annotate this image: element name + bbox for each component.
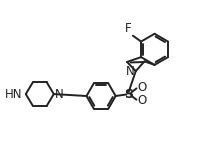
Text: F: F [125,22,132,35]
Text: N: N [126,65,135,78]
Text: HN: HN [5,88,22,101]
Text: O: O [138,81,147,94]
Text: N: N [55,88,64,101]
Text: S: S [124,88,133,101]
Text: O: O [138,94,147,107]
